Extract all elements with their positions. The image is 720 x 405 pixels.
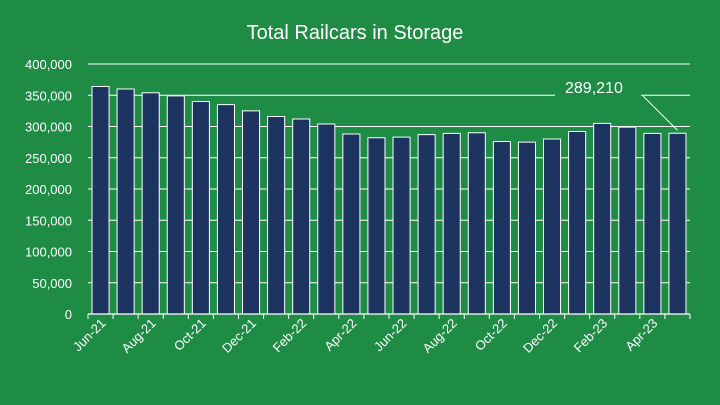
bar <box>141 92 160 315</box>
x-tick-label: Jun-22 <box>371 316 410 355</box>
bar <box>191 101 210 315</box>
y-tick-label: 50,000 <box>32 276 72 291</box>
bar <box>267 116 286 315</box>
bar <box>116 88 135 315</box>
x-tick-label: Dec-21 <box>219 316 259 356</box>
bar <box>668 132 687 315</box>
bar <box>517 141 536 315</box>
x-tick-label: Feb-22 <box>270 316 310 356</box>
bar <box>492 141 511 315</box>
bar <box>442 132 461 315</box>
bar <box>367 137 386 315</box>
annotation-label: 289,210 <box>565 80 623 97</box>
y-tick-label: 300,000 <box>25 120 72 135</box>
annotation-leader-line <box>642 95 678 131</box>
y-tick-label: 150,000 <box>25 213 72 228</box>
y-tick-label: 350,000 <box>25 88 72 103</box>
bar <box>242 110 261 315</box>
x-tick-label: Jun-21 <box>70 316 109 355</box>
bar <box>392 136 411 315</box>
y-tick-label: 250,000 <box>25 151 72 166</box>
bar <box>91 86 110 315</box>
bar <box>292 118 311 315</box>
x-tick-label: Feb-23 <box>571 316 611 356</box>
bar <box>317 123 336 315</box>
x-tick-label: Oct-22 <box>472 316 510 354</box>
bar <box>216 104 235 315</box>
y-tick-label: 200,000 <box>25 182 72 197</box>
x-tick-label: Apr-23 <box>622 316 660 354</box>
bar <box>467 132 486 315</box>
y-tick-label: 100,000 <box>25 245 72 260</box>
x-tick-label: Aug-22 <box>420 316 460 356</box>
bar <box>342 133 361 315</box>
x-tick-label: Dec-22 <box>520 316 560 356</box>
x-tick-label: Oct-21 <box>171 316 209 354</box>
bar <box>593 122 612 315</box>
bar <box>618 126 637 315</box>
bar <box>568 131 587 315</box>
y-tick-label: 400,000 <box>25 57 72 72</box>
annotation-background <box>555 77 641 98</box>
chart-title: Total Railcars in Storage <box>246 22 464 44</box>
y-tick-label: 0 <box>65 307 72 322</box>
bar <box>543 138 562 315</box>
bar <box>417 134 436 315</box>
bar <box>166 95 185 315</box>
x-tick-label: Apr-22 <box>321 316 359 354</box>
bar <box>643 132 662 315</box>
x-tick-label: Aug-21 <box>119 316 159 356</box>
